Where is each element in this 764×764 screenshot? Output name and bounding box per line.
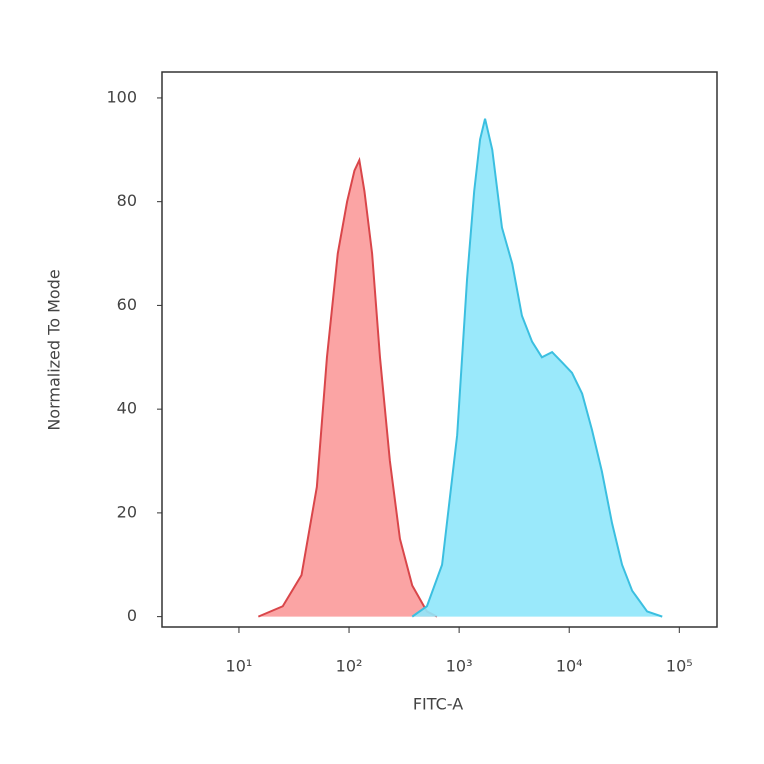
- y-tick-label: 100: [106, 87, 137, 106]
- x-tick-label: 10³: [446, 657, 473, 676]
- area-line: [411, 118, 663, 618]
- area-fill: [258, 160, 438, 617]
- x-tick-label: 10⁴: [556, 657, 583, 676]
- y-tick-label: 80: [117, 191, 137, 210]
- x-axis-label: FITC-A: [413, 695, 463, 714]
- area-line: [257, 156, 438, 618]
- y-axis-label: Normalized To Mode: [45, 269, 64, 430]
- y-tick-label: 0: [127, 606, 137, 625]
- y-tick-label: 60: [117, 295, 137, 314]
- plot-frame: [161, 71, 718, 628]
- x-tick-label: 10¹: [226, 657, 253, 676]
- y-tick-label: 20: [117, 502, 137, 521]
- y-tick-label: 40: [117, 399, 137, 418]
- x-tick-label: 10⁵: [666, 657, 693, 676]
- area-fill: [412, 118, 663, 617]
- x-tick-label: 10²: [336, 657, 363, 676]
